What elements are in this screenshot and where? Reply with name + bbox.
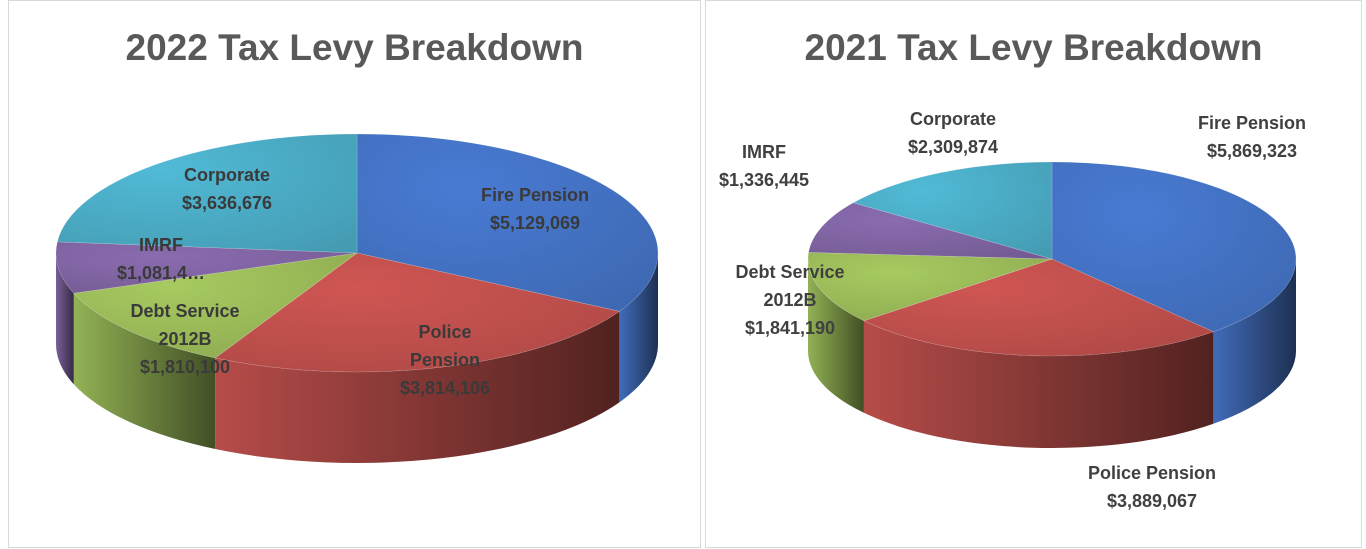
pie-side-walls xyxy=(808,259,1296,448)
data-label-debt-service-2012b: Debt Service 2012B $1,810,100 xyxy=(130,301,239,377)
data-label-fire-pension: Fire Pension $5,129,069 xyxy=(481,185,589,233)
pie-side-walls xyxy=(56,253,658,464)
chart-title-2021: 2021 Tax Levy Breakdown xyxy=(804,27,1263,68)
chart-panel-2022: 2022 Tax Levy Breakdown Fire Pension $5,1… xyxy=(8,0,701,548)
pie-slice-fire-pension xyxy=(1051,161,1297,333)
data-label-fire-pension: Fire Pension $5,869,323 xyxy=(1198,113,1306,161)
pie-slice-corporate xyxy=(852,161,1053,260)
data-label-corporate: Corporate $3,636,676 xyxy=(182,165,272,213)
pie-side-fire-pension xyxy=(619,253,658,403)
chart-title-2022: 2022 Tax Levy Breakdown xyxy=(125,27,584,68)
pie-slice-police-pension xyxy=(863,258,1215,357)
data-labels: Fire Pension $5,869,323 Police Pension $3,8… xyxy=(719,109,1306,511)
pie-side-fire-pension xyxy=(1213,259,1296,424)
chart-panel-2021: 2021 Tax Levy Breakdown Fire Pension $5,8… xyxy=(705,0,1362,548)
data-label-imrf: IMRF $1,336,445 xyxy=(719,142,809,190)
data-label-police-pension: Police Pension $3,814,106 xyxy=(400,322,490,398)
pie-chart-2021: Fire Pension $5,869,323 Police Pension $3,8… xyxy=(719,109,1306,511)
pie-slice-fire-pension xyxy=(356,133,659,312)
pie-slice-police-pension xyxy=(214,252,621,373)
data-labels: Fire Pension $5,129,069 Police Pension $3,81… xyxy=(117,165,589,398)
pie-side-police-pension xyxy=(863,320,1214,448)
pie-side-imrf xyxy=(56,253,74,385)
pie-slice-debt-service-2012b xyxy=(73,252,358,359)
pie-top-faces xyxy=(807,161,1297,357)
pie-slice-debt-service-2012b xyxy=(807,252,1053,322)
data-label-imrf: IMRF $1,081,4… xyxy=(117,235,205,283)
pie-side-police-pension xyxy=(215,311,620,464)
data-label-police-pension: Police Pension $3,889,067 xyxy=(1088,463,1216,511)
pie-slice-corporate xyxy=(56,133,358,254)
pie-top-faces xyxy=(55,133,659,373)
pie-side-debt-service-2012b xyxy=(808,259,864,413)
data-label-debt-service-2012b: Debt Service 2012B $1,841,190 xyxy=(735,262,844,338)
pie-slice-imrf xyxy=(55,241,358,294)
pie-side-debt-service-2012b xyxy=(73,293,216,449)
pie-slice-imrf xyxy=(808,202,1053,260)
pie-chart-2022: Fire Pension $5,129,069 Police Pension $3,81… xyxy=(55,133,659,464)
data-label-corporate: Corporate $2,309,874 xyxy=(908,109,998,157)
